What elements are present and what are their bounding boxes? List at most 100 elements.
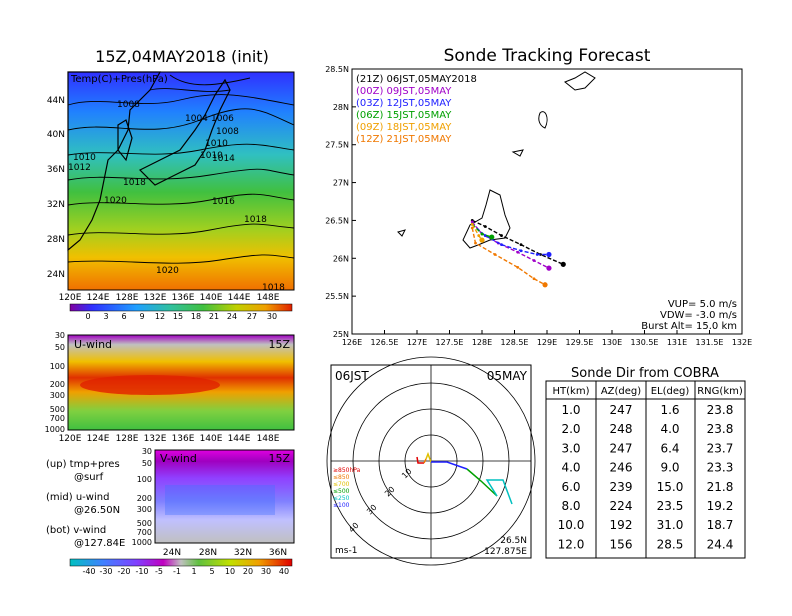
track-point [483, 234, 487, 237]
tracking-series [470, 219, 566, 288]
tracking-y-tick: 25.5N [325, 292, 349, 301]
track-point [489, 234, 495, 240]
tracking-x-tick: 128E [472, 338, 492, 347]
track-point [532, 277, 536, 281]
table-cell: 246 [610, 461, 633, 475]
track-point [479, 237, 485, 243]
table-cell: 192 [610, 518, 633, 532]
track-line [471, 221, 550, 269]
panel-notes: (up) tmp+pres @surf (mid) u-wind @26.50N… [46, 459, 125, 549]
map-title: 15Z,04MAY2018 (init) [95, 47, 269, 66]
pres-tick: 30 [142, 447, 152, 456]
polar-date: 05MAY [487, 369, 528, 383]
track-line [471, 227, 546, 286]
tracking-x-tick: 127.5E [436, 338, 464, 347]
colorbar-label: -30 [99, 567, 112, 576]
lat-tick: 24N [47, 270, 65, 280]
level-legend: ≤850 [333, 474, 350, 481]
lon-tick: 132E [144, 293, 167, 303]
colorbar-label: 27 [247, 312, 257, 321]
colorbar-label: 12 [155, 312, 165, 321]
colorbar-label: 30 [267, 312, 277, 321]
table-cell: 23.8 [707, 403, 734, 417]
level-legend: ≤250 [333, 495, 350, 502]
isobar-label: 1018 [262, 283, 285, 293]
lon-tick: 136E [172, 434, 195, 444]
lon-tick: 132E [144, 434, 167, 444]
tracking-x-tick: 126.5E [371, 338, 399, 347]
tracking-y-tick: 27.5N [325, 141, 349, 150]
vwind-lat-ticks: 24N 28N 32N 36N [163, 548, 287, 558]
isobar-label: 1018 [123, 178, 146, 188]
pres-tick: 500 [50, 405, 65, 414]
isobar-label: 1018 [244, 215, 267, 225]
tracking-x-tick: 130E [602, 338, 622, 347]
tracking-legend: (21Z) 06JST,05MAY2018 (00Z) 09JST,05MAY … [356, 74, 477, 145]
info-line: Burst Alt= 15.0 km [641, 321, 737, 332]
wind-colorbar [69, 558, 293, 567]
lat-tick: 44N [47, 96, 65, 106]
track-point [500, 243, 503, 247]
map-lat-ticks: 44N 40N 36N 32N 28N 24N [47, 96, 65, 280]
table-cell: 156 [610, 537, 633, 551]
table-cell: 31.0 [657, 518, 684, 532]
legend-entry: (09Z) 18JST,05MAY [356, 122, 452, 133]
lon-tick: 128E [116, 434, 139, 444]
lat-tick: 28N [199, 548, 217, 558]
tracking-info: VUP= 5.0 m/s VDW= -3.0 m/s Burst Alt= 15… [641, 299, 737, 332]
colorbar-label: 24 [227, 312, 237, 321]
lon-tick: 148E [257, 293, 280, 303]
pres-tick: 700 [137, 528, 152, 537]
table-cell: 6.4 [660, 441, 679, 455]
colorbar-label: 1 [191, 567, 196, 576]
lon-tick: 124E [87, 434, 110, 444]
track-point [477, 234, 481, 237]
polar-range-labels: 10 20 30 40 [347, 467, 414, 535]
polar-plot: 10 20 30 40 ≥850hPa ≤850 ≤700 ≤500 ≤250 … [326, 356, 536, 566]
table-header: EL(deg) [651, 386, 690, 397]
table-cell: 23.3 [707, 461, 734, 475]
legend-entry: (06Z) 15JST,05MAY [356, 110, 452, 121]
track-point [546, 251, 552, 258]
table-cell: 23.5 [657, 499, 684, 513]
legend-entry: (21Z) 06JST,05MAY2018 [356, 74, 477, 85]
temp-colorbar [69, 303, 293, 312]
track-point [470, 222, 474, 226]
table-cell: 12.0 [558, 537, 585, 551]
temp-map: 1008 1004 1006 1008 1010 1010 1010 1012 … [67, 71, 295, 293]
info-line: VUP= 5.0 m/s [668, 299, 737, 310]
colorbar-label: -10 [135, 567, 148, 576]
tracking-y-tick: 28.5N [325, 65, 349, 74]
table-cell: 247 [610, 403, 633, 417]
note: (mid) u-wind [46, 492, 109, 503]
land-korea [117, 119, 133, 162]
table-cell: 1.6 [660, 403, 679, 417]
table-cell: 3.0 [561, 441, 580, 455]
polar-hodograph [416, 451, 513, 505]
colorbar-label: 6 [121, 312, 126, 321]
colorbar-label: 10 [225, 567, 235, 576]
table-cell: 15.0 [657, 480, 684, 494]
pres-tick: 500 [137, 519, 152, 528]
uwind-label: U-wind [74, 338, 112, 351]
lat-tick: 32N [234, 548, 252, 558]
colorbar-label: 21 [209, 312, 219, 321]
track-point [516, 250, 520, 254]
track-point [470, 220, 474, 224]
table-cell: 19.2 [707, 499, 734, 513]
tracking-y-tick: 27N [333, 179, 349, 188]
table-cell: 4.0 [561, 461, 580, 475]
lat-tick: 36N [269, 548, 287, 558]
table-cell: 24.4 [707, 537, 734, 551]
tracking-title: Sonde Tracking Forecast [444, 46, 651, 66]
tracking-x-tick: 131.5E [696, 338, 724, 347]
track-point [532, 259, 536, 262]
pres-tick: 1000 [132, 538, 152, 547]
table-body: 1.0 247 1.6 23.8 2.0 248 4.0 23.8 3.0 247 6.4 23.7 4… [558, 403, 734, 551]
table-cell: 247 [610, 441, 633, 455]
colorbar-label: -5 [155, 567, 163, 576]
isobar-label: 1004 [185, 114, 208, 124]
table-cell: 224 [610, 499, 633, 513]
lon-tick: 144E [228, 293, 251, 303]
